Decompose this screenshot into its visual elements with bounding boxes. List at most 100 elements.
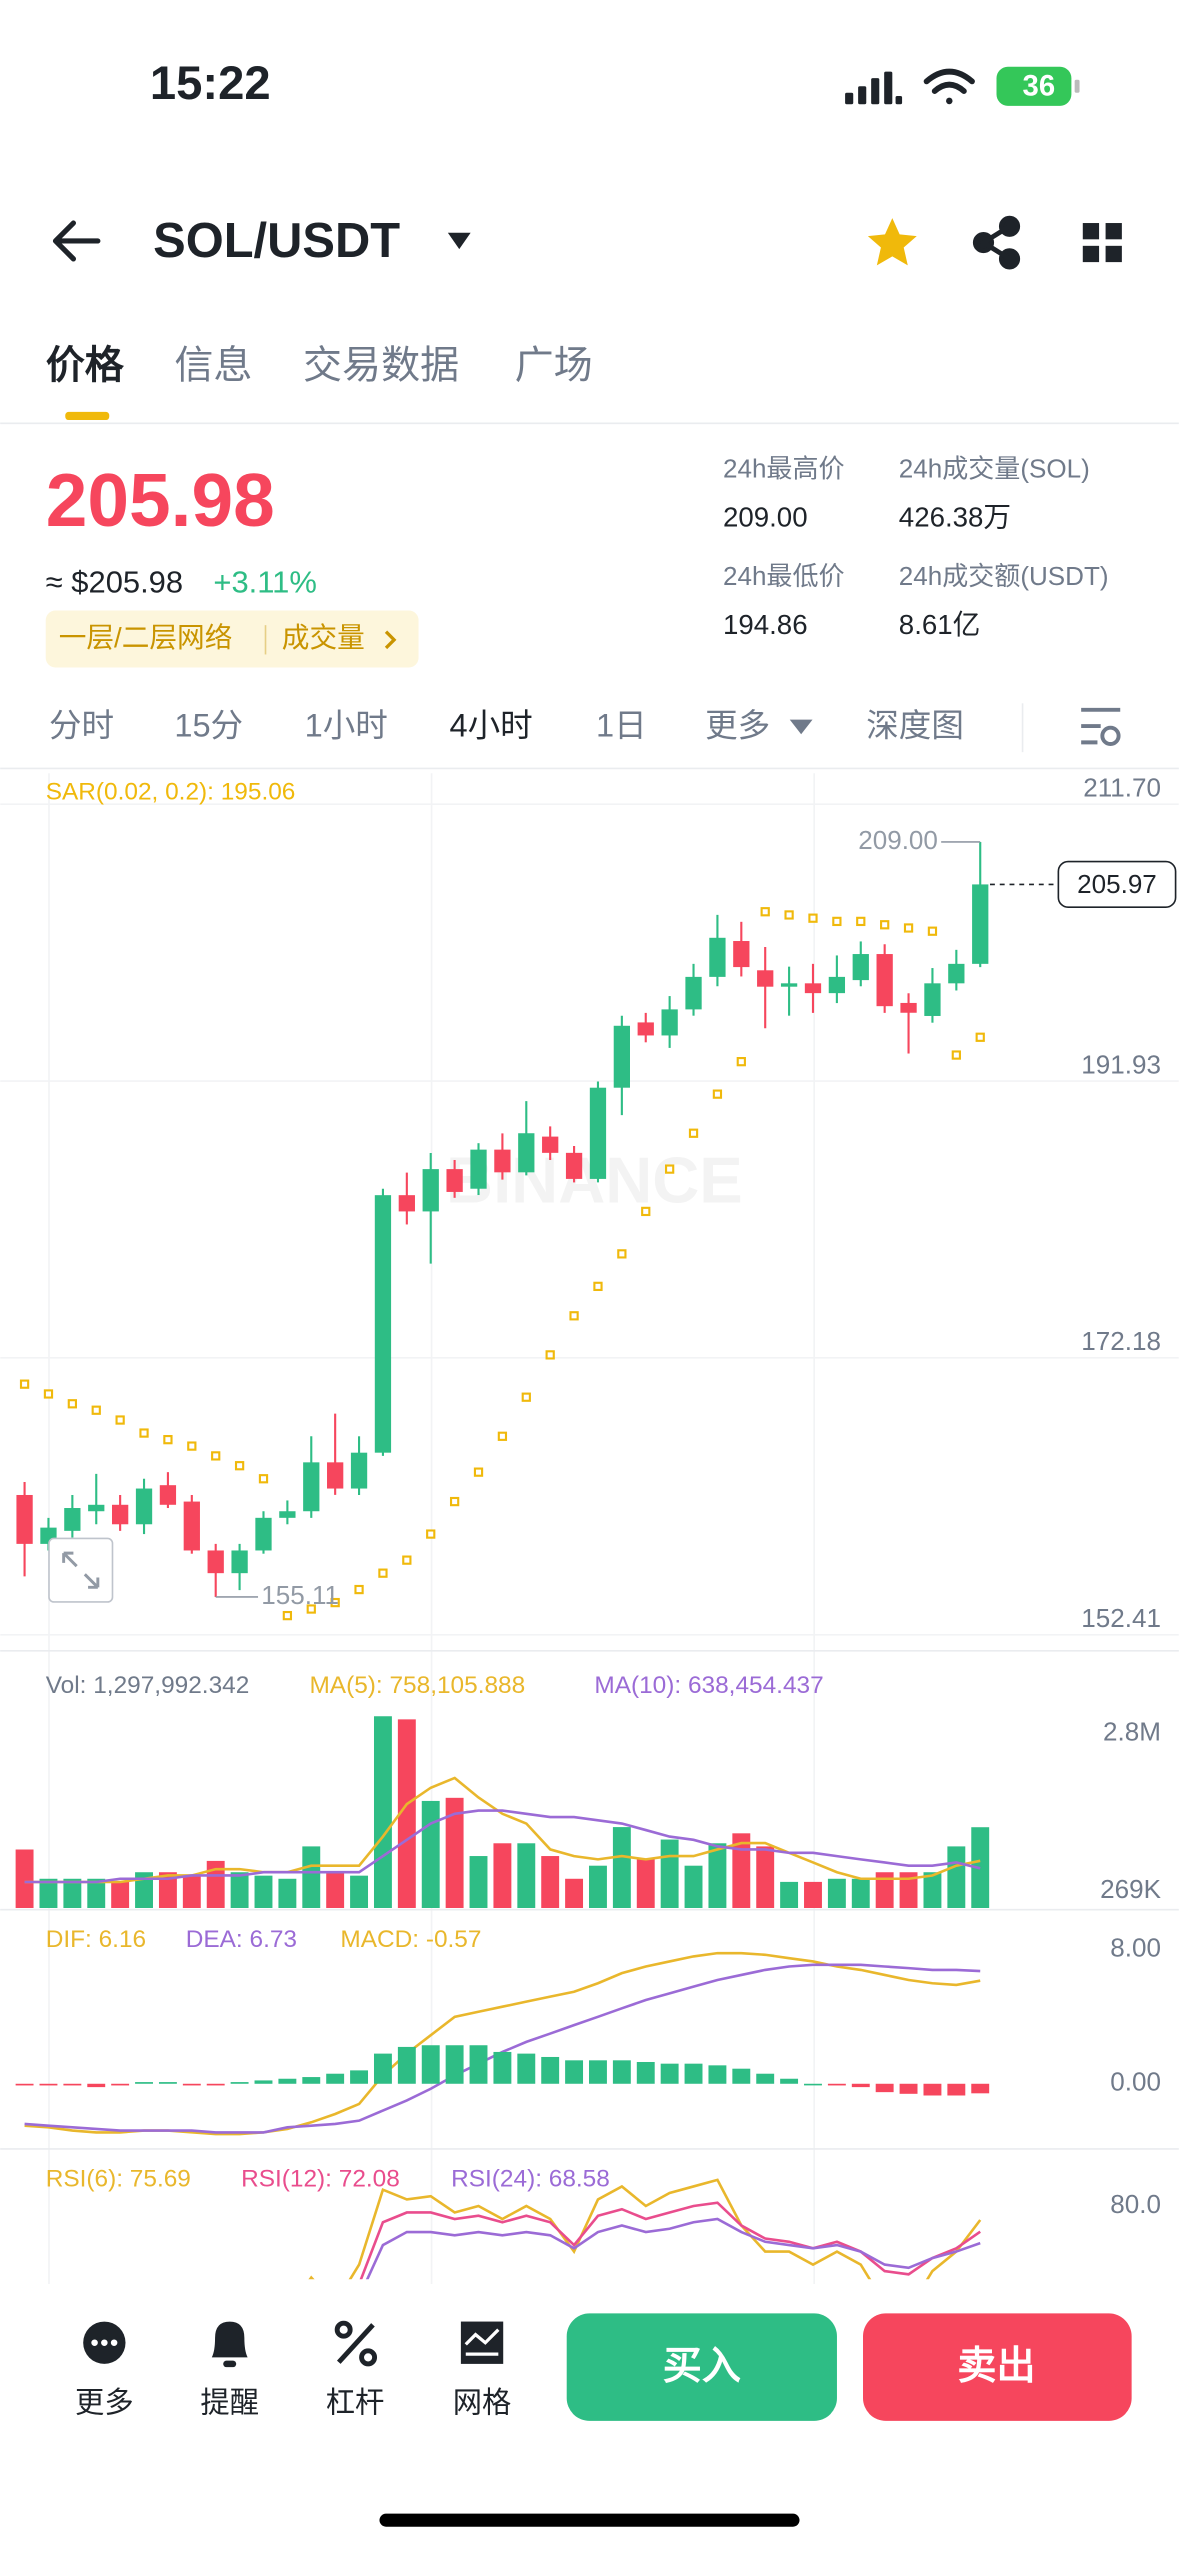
share-button[interactable] <box>972 215 1021 270</box>
expand-button[interactable] <box>48 1537 114 1603</box>
bar <box>111 1881 130 1909</box>
pair-name[interactable]: SOL/USDT <box>153 214 400 268</box>
back-button[interactable] <box>52 220 101 262</box>
buy-button[interactable] <box>566 2313 837 2421</box>
price-change: +3.11% <box>213 565 316 600</box>
tab[interactable]: 交易数据 <box>303 344 459 387</box>
interval[interactable]: 深度图 <box>866 707 964 743</box>
candle-body <box>709 937 726 977</box>
bar <box>780 2078 799 2084</box>
panel <box>0 803 1179 1636</box>
bar <box>254 1875 273 1909</box>
candle-body <box>685 976 702 1010</box>
bar <box>899 2083 918 2094</box>
grid-icon[interactable] <box>460 2321 504 2364</box>
interval[interactable]: 更多 <box>705 707 770 743</box>
wifi-icon <box>923 68 975 105</box>
nav-label[interactable]: 网格 <box>453 2386 512 2419</box>
bar <box>326 1872 345 1909</box>
tab[interactable]: 广场 <box>515 344 593 387</box>
buy-label[interactable]: 买入 <box>663 2345 741 2388</box>
bar <box>87 2083 106 2088</box>
bar <box>541 2056 560 2084</box>
bar <box>302 2077 321 2084</box>
nav-label[interactable]: 更多 <box>75 2386 134 2419</box>
bar <box>469 2045 488 2084</box>
tab[interactable]: 信息 <box>174 344 252 387</box>
bar <box>182 2083 201 2086</box>
bar <box>182 1875 201 1909</box>
bar <box>421 2045 440 2084</box>
interval[interactable]: 1小时 <box>305 707 388 743</box>
panel <box>308 2178 982 2280</box>
low-label: 155.11 <box>261 1580 339 1610</box>
sar-dot <box>43 1389 54 1399</box>
interval[interactable]: 1日 <box>596 707 647 743</box>
candle-body <box>159 1485 177 1505</box>
sar-dot <box>497 1431 508 1441</box>
bar <box>421 1800 440 1909</box>
bar <box>947 2083 966 2096</box>
sar-dot <box>473 1467 484 1477</box>
bar <box>565 2060 584 2084</box>
sar-dot <box>664 1164 675 1174</box>
tag-box <box>45 610 419 668</box>
candle-body <box>135 1488 153 1525</box>
bar <box>350 2070 369 2084</box>
sar-dot <box>856 916 866 927</box>
sell-button[interactable] <box>863 2313 1132 2421</box>
sar-dot <box>641 1206 651 1217</box>
bar <box>445 1797 464 1909</box>
bar <box>827 2083 846 2086</box>
legend-entry: DIF: 6.16 <box>46 1926 146 1953</box>
charts: 211.70 191.93 172.18 152.41 209.00 155.11 205.… <box>0 772 1179 2280</box>
favorite-button[interactable] <box>867 218 917 266</box>
status-time: 15:22 <box>150 57 271 110</box>
sar-dot <box>306 1604 316 1614</box>
candle-body <box>494 1149 511 1173</box>
legend-entry: SAR(0.02, 0.2): 195.06 <box>46 778 296 805</box>
candle-body <box>757 970 774 987</box>
bar <box>135 1872 153 1909</box>
tag[interactable]: 成交量 <box>282 622 365 653</box>
legend-entry: MACD: -0.57 <box>340 1926 481 1953</box>
layout-button[interactable] <box>1082 223 1122 263</box>
indicator-line <box>365 2217 981 2280</box>
last-price-label: 205.97 <box>1077 869 1157 899</box>
candle-body <box>207 1550 224 1574</box>
bar <box>206 2083 225 2086</box>
nav-label[interactable]: 杠杆 <box>326 2386 385 2419</box>
tag[interactable]: 一层/二层网络 <box>59 622 233 653</box>
last-price: 205.98 <box>46 458 275 542</box>
sar-dot <box>736 1057 746 1067</box>
chart-settings[interactable] <box>1081 707 1121 746</box>
sar-dot <box>593 1281 603 1292</box>
bar <box>636 2061 655 2084</box>
more-icon[interactable] <box>83 2321 126 2364</box>
pair-dropdown[interactable] <box>447 232 471 250</box>
interval[interactable]: 4小时 <box>449 707 532 743</box>
sar-dot <box>258 1474 269 1484</box>
bar <box>206 1860 225 1909</box>
leverage-icon[interactable] <box>334 2320 378 2367</box>
sar-dot <box>426 1529 436 1539</box>
legend-entry: DEA: 6.73 <box>186 1926 297 1953</box>
interval-dropdown[interactable] <box>789 719 813 735</box>
stat-value: 209.00 <box>723 502 808 533</box>
sar-dot <box>545 1350 555 1360</box>
alert-icon[interactable] <box>211 2321 248 2368</box>
bar <box>851 2083 870 2088</box>
nav-label[interactable]: 提醒 <box>200 2386 259 2419</box>
candle-body <box>589 1087 607 1179</box>
bar <box>660 1839 679 1909</box>
bar <box>612 2060 631 2084</box>
battery-cap <box>1074 79 1080 93</box>
tab[interactable]: 价格 <box>46 344 125 387</box>
interval[interactable]: 分时 <box>49 707 114 743</box>
bar <box>804 2083 822 2086</box>
sar-dot <box>187 1441 197 1451</box>
interval[interactable]: 15分 <box>174 707 243 743</box>
tag-chevron <box>384 630 397 650</box>
sell-label[interactable]: 卖出 <box>957 2345 1035 2388</box>
